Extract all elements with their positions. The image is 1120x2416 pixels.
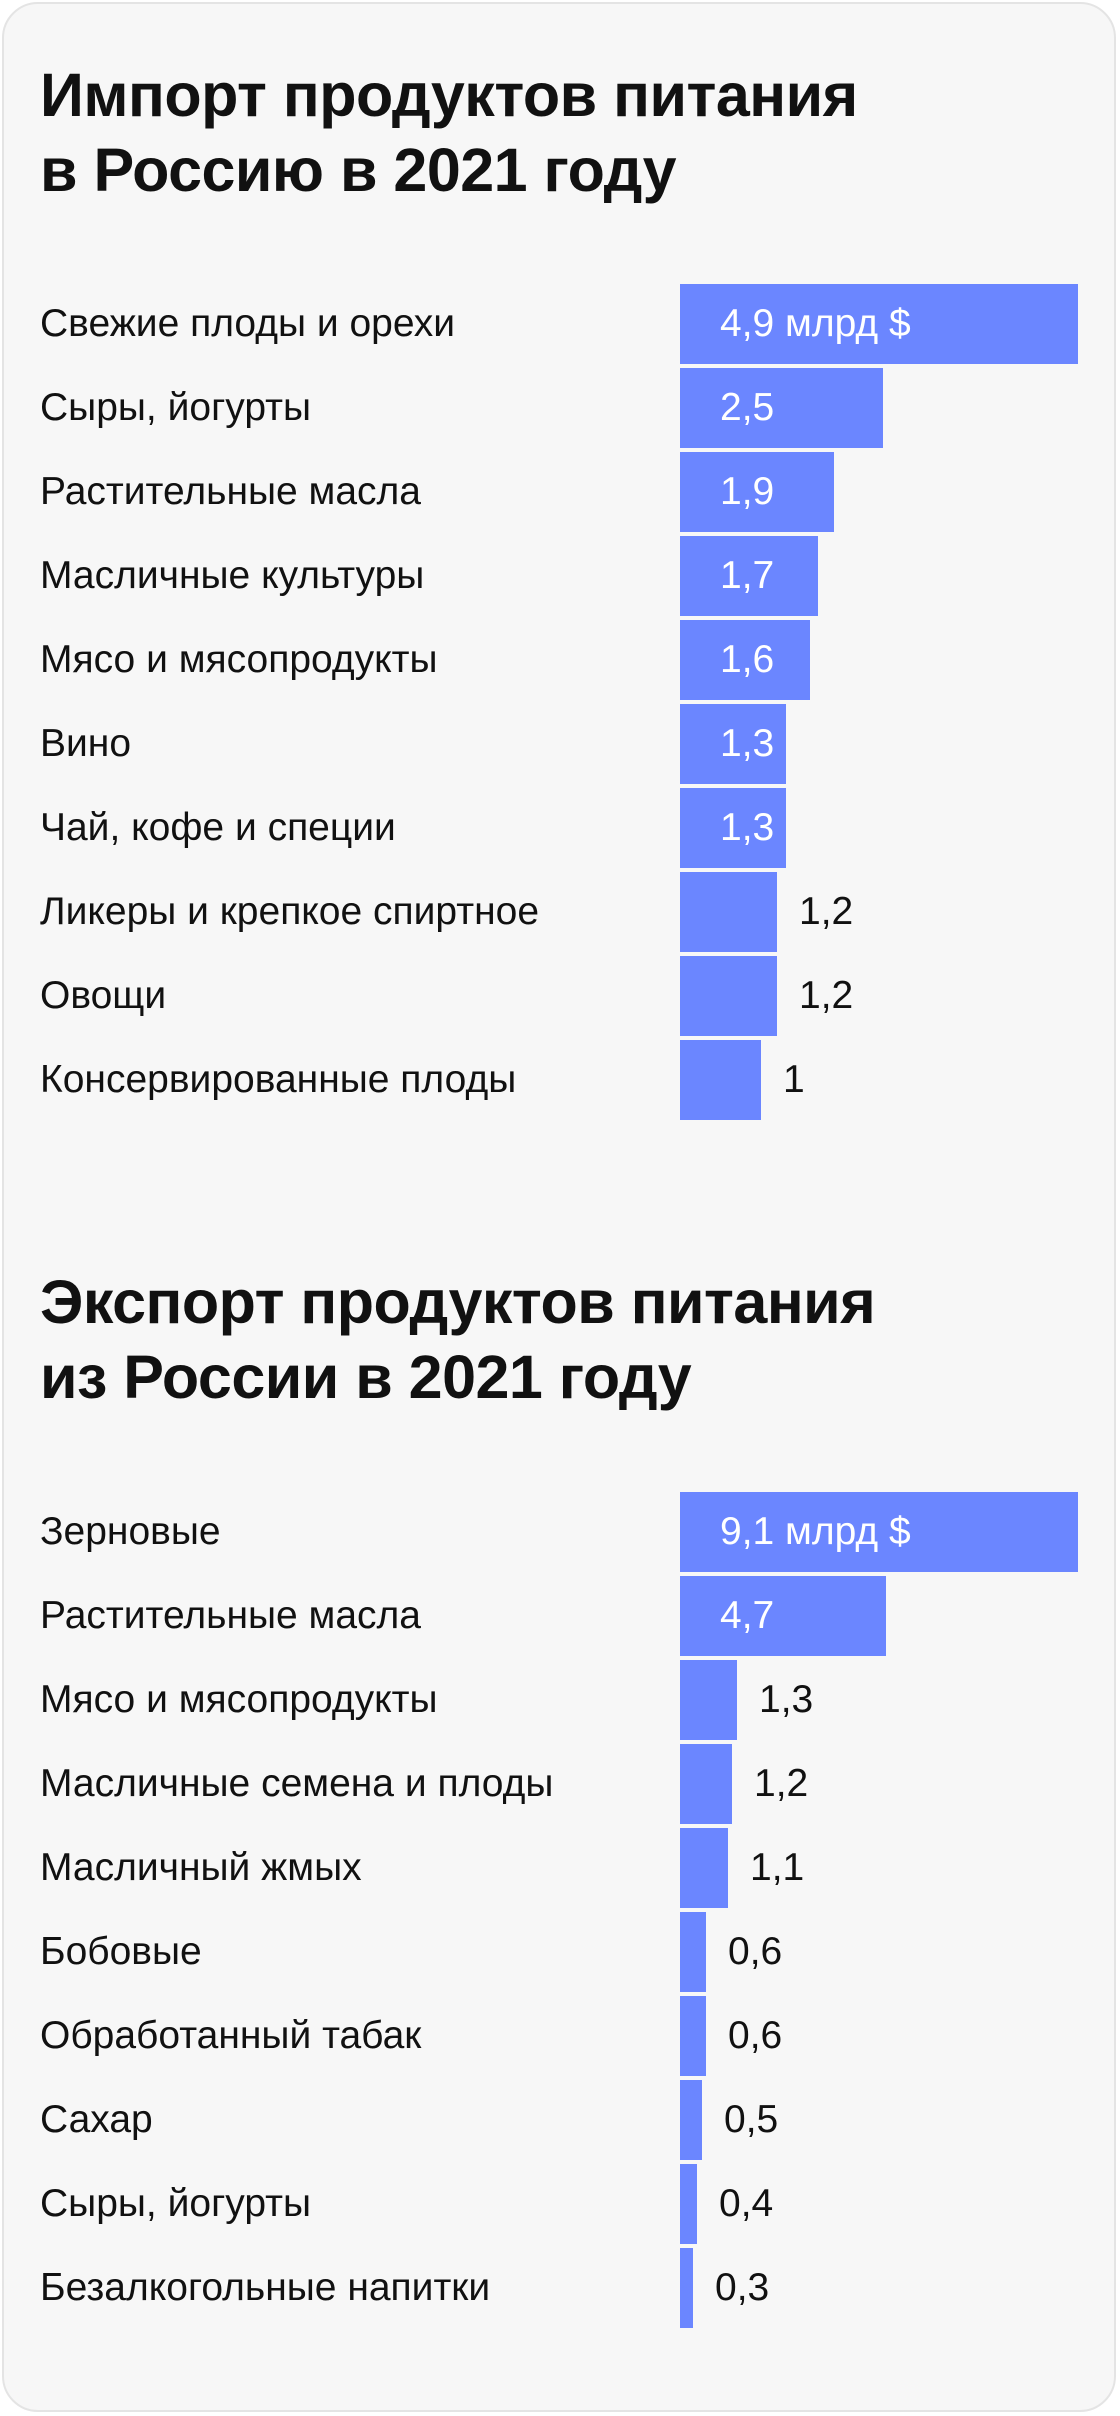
import-title-line: в Россию в 2021 году [40,136,677,204]
category-label: Чай, кофе и специи [40,806,396,849]
import-bar-row: Вино 1,3 [0,702,1114,786]
import-bar-row: Консервированные плоды 1 [0,1038,1114,1122]
export-bar-row: Масличные семена и плоды 1,2 [0,1742,1114,1826]
value-label: 1,3 [759,1678,814,1721]
export-title-line: Экспорт продуктов питания [40,1268,876,1336]
export-bar-row: Зерновые 9,1 млрд $ [0,1490,1114,1574]
value-label: 2,5 [720,386,775,429]
category-label: Вино [40,722,132,765]
value-label: 1,7 [720,554,775,597]
export-title-line: из России в 2021 году [40,1343,692,1411]
value-label: 0,6 [728,2014,783,2057]
bar [680,452,834,532]
import-bar-row: Сыры, йогурты 2,5 [0,366,1114,450]
category-label: Овощи [40,974,167,1017]
value-label: 1,2 [754,1762,809,1805]
export-bar-row: Сахар 0,5 [0,2078,1114,2162]
value-label: 0,5 [724,2098,779,2141]
import-bar-row: Овощи 1,2 [0,954,1114,1038]
value-label: 1,2 [799,974,854,1017]
import-bar-row: Свежие плоды и орехи 4,9 млрд $ [0,282,1114,366]
export-bar-row: Бобовые 0,6 [0,1910,1114,1994]
import-bar-row: Растительные масла 1,9 [0,450,1114,534]
bar [680,1660,737,1740]
value-label: 9,1 млрд $ [720,1510,911,1553]
value-label: 1,9 [720,470,775,513]
export-bar-row: Обработанный табак 0,6 [0,1994,1114,2078]
bar [680,872,777,952]
category-label: Бобовые [40,1930,202,1973]
bar [680,1828,728,1908]
bar [680,788,786,868]
bar [680,1912,706,1992]
category-label: Растительные масла [40,1594,421,1637]
category-label: Консервированные плоды [40,1058,517,1101]
value-label: 4,9 млрд $ [720,302,911,345]
category-label: Обработанный табак [40,2014,422,2057]
bar [680,2164,697,2244]
bar [680,368,883,448]
value-label: 0,6 [728,1930,783,1973]
value-label: 4,7 [720,1594,775,1637]
bar [680,956,777,1036]
bar [680,536,818,616]
import-chart-title: Импорт продуктов питания в Россию в 2021 … [40,58,1100,208]
category-label: Мясо и мясопродукты [40,1678,438,1721]
value-label: 1,2 [799,890,854,933]
bar [680,1576,886,1656]
bar [680,620,810,700]
category-label: Масличные культуры [40,554,425,597]
import-title-line: Импорт продуктов питания [40,61,858,129]
category-label: Сыры, йогурты [40,2182,312,2225]
export-bar-row: Масличный жмых 1,1 [0,1826,1114,1910]
bar [680,1040,761,1120]
bar [680,1492,1078,1572]
bar [680,2248,693,2328]
value-label: 0,3 [715,2266,770,2309]
value-label: 0,4 [719,2182,774,2225]
value-label: 1 [783,1058,805,1101]
export-bar-row: Растительные масла 4,7 [0,1574,1114,1658]
import-bar-row: Чай, кофе и специи 1,3 [0,786,1114,870]
export-bar-row: Мясо и мясопродукты 1,3 [0,1658,1114,1742]
category-label: Масличный жмых [40,1846,362,1889]
category-label: Зерновые [40,1510,221,1553]
value-label: 1,6 [720,638,775,681]
bar [680,284,1078,364]
value-label: 1,1 [750,1846,805,1889]
category-label: Мясо и мясопродукты [40,638,438,681]
category-label: Сыры, йогурты [40,386,312,429]
export-bar-row: Безалкогольные напитки 0,3 [0,2246,1114,2330]
import-bar-row: Ликеры и крепкое спиртное 1,2 [0,870,1114,954]
bar [680,2080,702,2160]
category-label: Растительные масла [40,470,421,513]
bar [680,1744,732,1824]
export-chart-title: Экспорт продуктов питания из России в 202… [40,1265,1100,1415]
category-label: Сахар [40,2098,153,2141]
category-label: Свежие плоды и орехи [40,302,455,345]
category-label: Ликеры и крепкое спиртное [40,890,540,933]
import-bar-row: Мясо и мясопродукты 1,6 [0,618,1114,702]
bar [680,704,786,784]
value-label: 1,3 [720,722,775,765]
category-label: Масличные семена и плоды [40,1762,554,1805]
bar [680,1996,706,2076]
import-bar-row: Масличные культуры 1,7 [0,534,1114,618]
export-bar-row: Сыры, йогурты 0,4 [0,2162,1114,2246]
category-label: Безалкогольные напитки [40,2266,491,2309]
value-label: 1,3 [720,806,775,849]
